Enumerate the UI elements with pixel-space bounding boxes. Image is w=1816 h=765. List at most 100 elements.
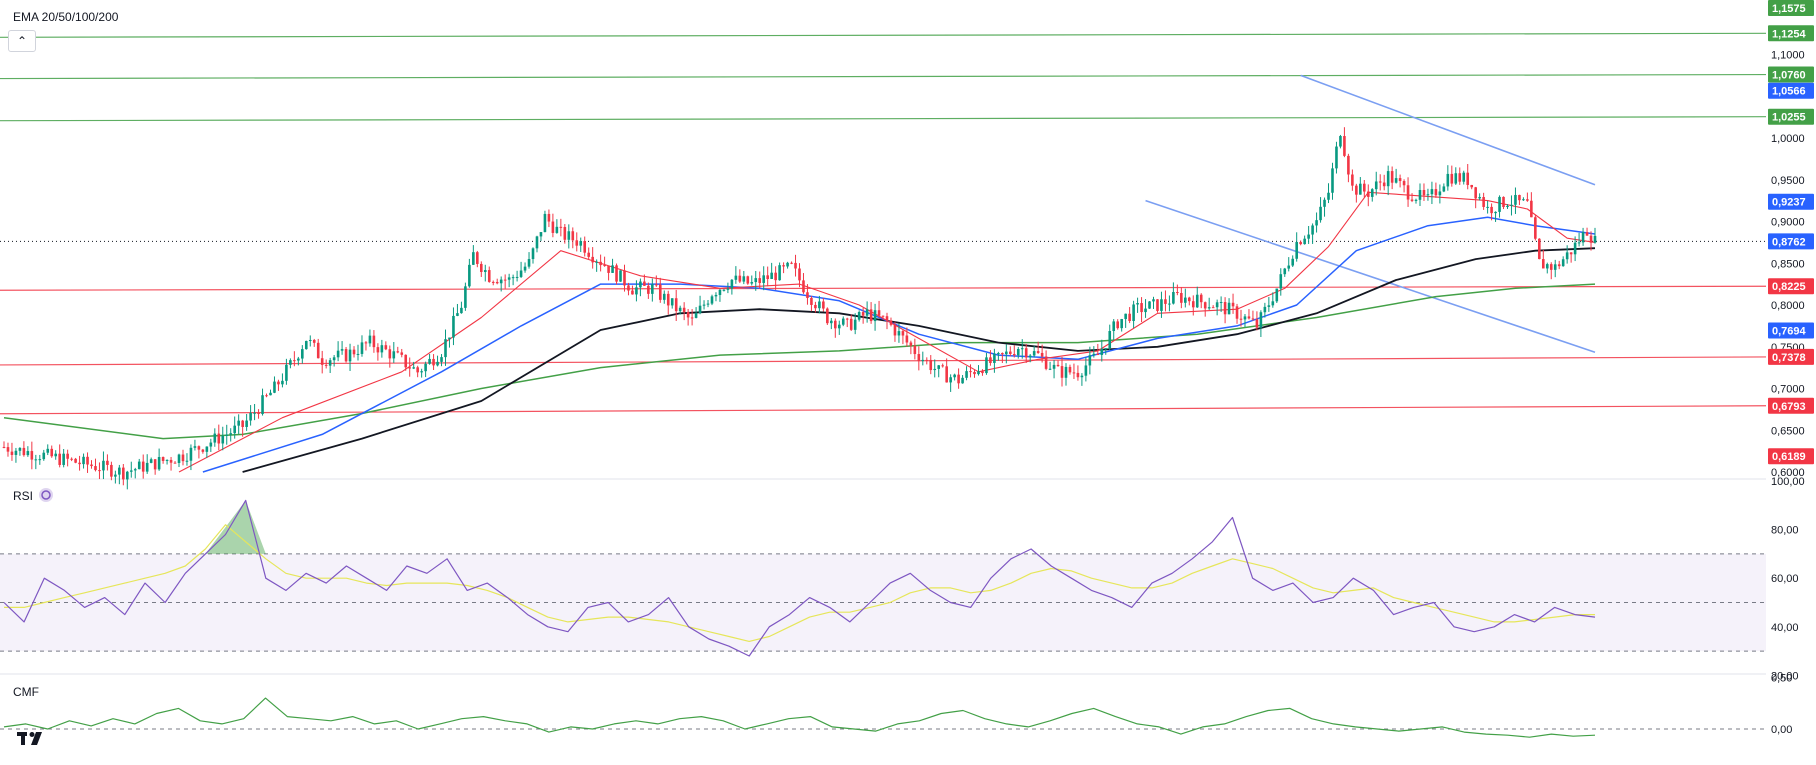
candle[interactable]	[269, 389, 272, 396]
candle[interactable]	[185, 453, 189, 466]
candle[interactable]	[161, 456, 165, 464]
candle[interactable]	[575, 232, 579, 252]
candle[interactable]	[324, 359, 328, 369]
candle[interactable]	[1096, 343, 1100, 356]
candle[interactable]	[66, 449, 69, 467]
candle[interactable]	[1589, 231, 1593, 251]
candle[interactable]	[1466, 163, 1470, 190]
candle[interactable]	[599, 254, 602, 272]
candle[interactable]	[181, 449, 185, 466]
candle[interactable]	[1343, 127, 1346, 158]
candle[interactable]	[456, 303, 459, 317]
candle[interactable]	[22, 441, 26, 457]
candle[interactable]	[491, 280, 495, 286]
candle[interactable]	[14, 447, 18, 463]
ema20-line[interactable]	[178, 191, 1596, 473]
candle[interactable]	[476, 250, 479, 268]
candle[interactable]	[1474, 186, 1477, 209]
candle[interactable]	[929, 355, 933, 375]
candle[interactable]	[74, 457, 77, 464]
candle[interactable]	[1124, 313, 1127, 328]
candle[interactable]	[1506, 204, 1509, 209]
candle[interactable]	[440, 354, 443, 367]
candle[interactable]	[352, 346, 356, 358]
candle[interactable]	[1438, 184, 1442, 204]
candle[interactable]	[320, 350, 324, 374]
candle[interactable]	[1561, 256, 1565, 267]
candle[interactable]	[193, 439, 197, 451]
candle[interactable]	[1195, 286, 1199, 309]
candle[interactable]	[487, 266, 491, 283]
candle[interactable]	[2, 441, 6, 449]
candle[interactable]	[86, 452, 89, 473]
candle[interactable]	[78, 455, 81, 471]
candle[interactable]	[360, 335, 364, 357]
candle[interactable]	[257, 409, 260, 419]
candle[interactable]	[285, 358, 288, 385]
price-badge[interactable]: 1,0255	[1768, 108, 1814, 125]
candle[interactable]	[281, 373, 284, 388]
candle[interactable]	[1227, 298, 1231, 315]
candle[interactable]	[464, 282, 467, 311]
candle[interactable]	[889, 317, 893, 327]
candle[interactable]	[710, 294, 714, 306]
candle[interactable]	[623, 264, 626, 292]
candle[interactable]	[981, 369, 984, 376]
candle[interactable]	[213, 428, 217, 447]
candle[interactable]	[26, 446, 30, 457]
price-badge[interactable]: 1,1575	[1768, 0, 1814, 16]
candle[interactable]	[1541, 249, 1545, 269]
price-badge[interactable]: 1,1254	[1768, 25, 1814, 42]
candle[interactable]	[1060, 356, 1064, 387]
candle[interactable]	[205, 446, 209, 458]
candle[interactable]	[1518, 194, 1521, 206]
price-badge[interactable]: 1,0760	[1768, 66, 1814, 83]
candle[interactable]	[114, 470, 117, 484]
candle[interactable]	[1390, 166, 1394, 190]
candle[interactable]	[253, 403, 256, 421]
candle[interactable]	[1191, 295, 1195, 316]
candle[interactable]	[201, 448, 205, 454]
candle[interactable]	[631, 285, 634, 295]
candle[interactable]	[1156, 299, 1159, 313]
candle[interactable]	[1239, 309, 1243, 327]
candle[interactable]	[1538, 238, 1541, 260]
price-badge[interactable]: 0,7378	[1768, 348, 1814, 365]
candle[interactable]	[1020, 339, 1024, 359]
candle[interactable]	[110, 461, 113, 481]
candle[interactable]	[6, 442, 10, 457]
candle[interactable]	[1128, 307, 1131, 324]
candle[interactable]	[989, 350, 992, 366]
level-line-resistance[interactable]	[0, 32, 1767, 38]
candle[interactable]	[961, 375, 964, 384]
candle[interactable]	[730, 279, 734, 295]
candle[interactable]	[225, 424, 229, 445]
candle[interactable]	[1398, 174, 1402, 188]
candle[interactable]	[1040, 344, 1044, 363]
candle[interactable]	[1036, 341, 1040, 354]
candle[interactable]	[1231, 293, 1235, 314]
candle[interactable]	[937, 364, 941, 378]
candle[interactable]	[1080, 373, 1084, 386]
candle[interactable]	[1187, 296, 1191, 306]
candle[interactable]	[770, 262, 773, 280]
candle[interactable]	[1048, 361, 1052, 371]
candle[interactable]	[849, 314, 853, 332]
candle[interactable]	[619, 270, 622, 282]
candle[interactable]	[774, 266, 777, 290]
candle[interactable]	[1386, 165, 1390, 196]
candle[interactable]	[344, 346, 348, 363]
candle[interactable]	[408, 357, 412, 377]
candle[interactable]	[861, 307, 865, 324]
candle[interactable]	[742, 270, 746, 285]
candle[interactable]	[54, 450, 58, 460]
candle[interactable]	[830, 318, 833, 330]
candle[interactable]	[1534, 215, 1537, 241]
candle[interactable]	[515, 270, 519, 282]
candle[interactable]	[340, 341, 344, 355]
candle[interactable]	[897, 323, 901, 343]
candle[interactable]	[106, 454, 109, 471]
candle[interactable]	[881, 315, 885, 320]
candle[interactable]	[1056, 360, 1060, 367]
candle[interactable]	[400, 348, 404, 358]
